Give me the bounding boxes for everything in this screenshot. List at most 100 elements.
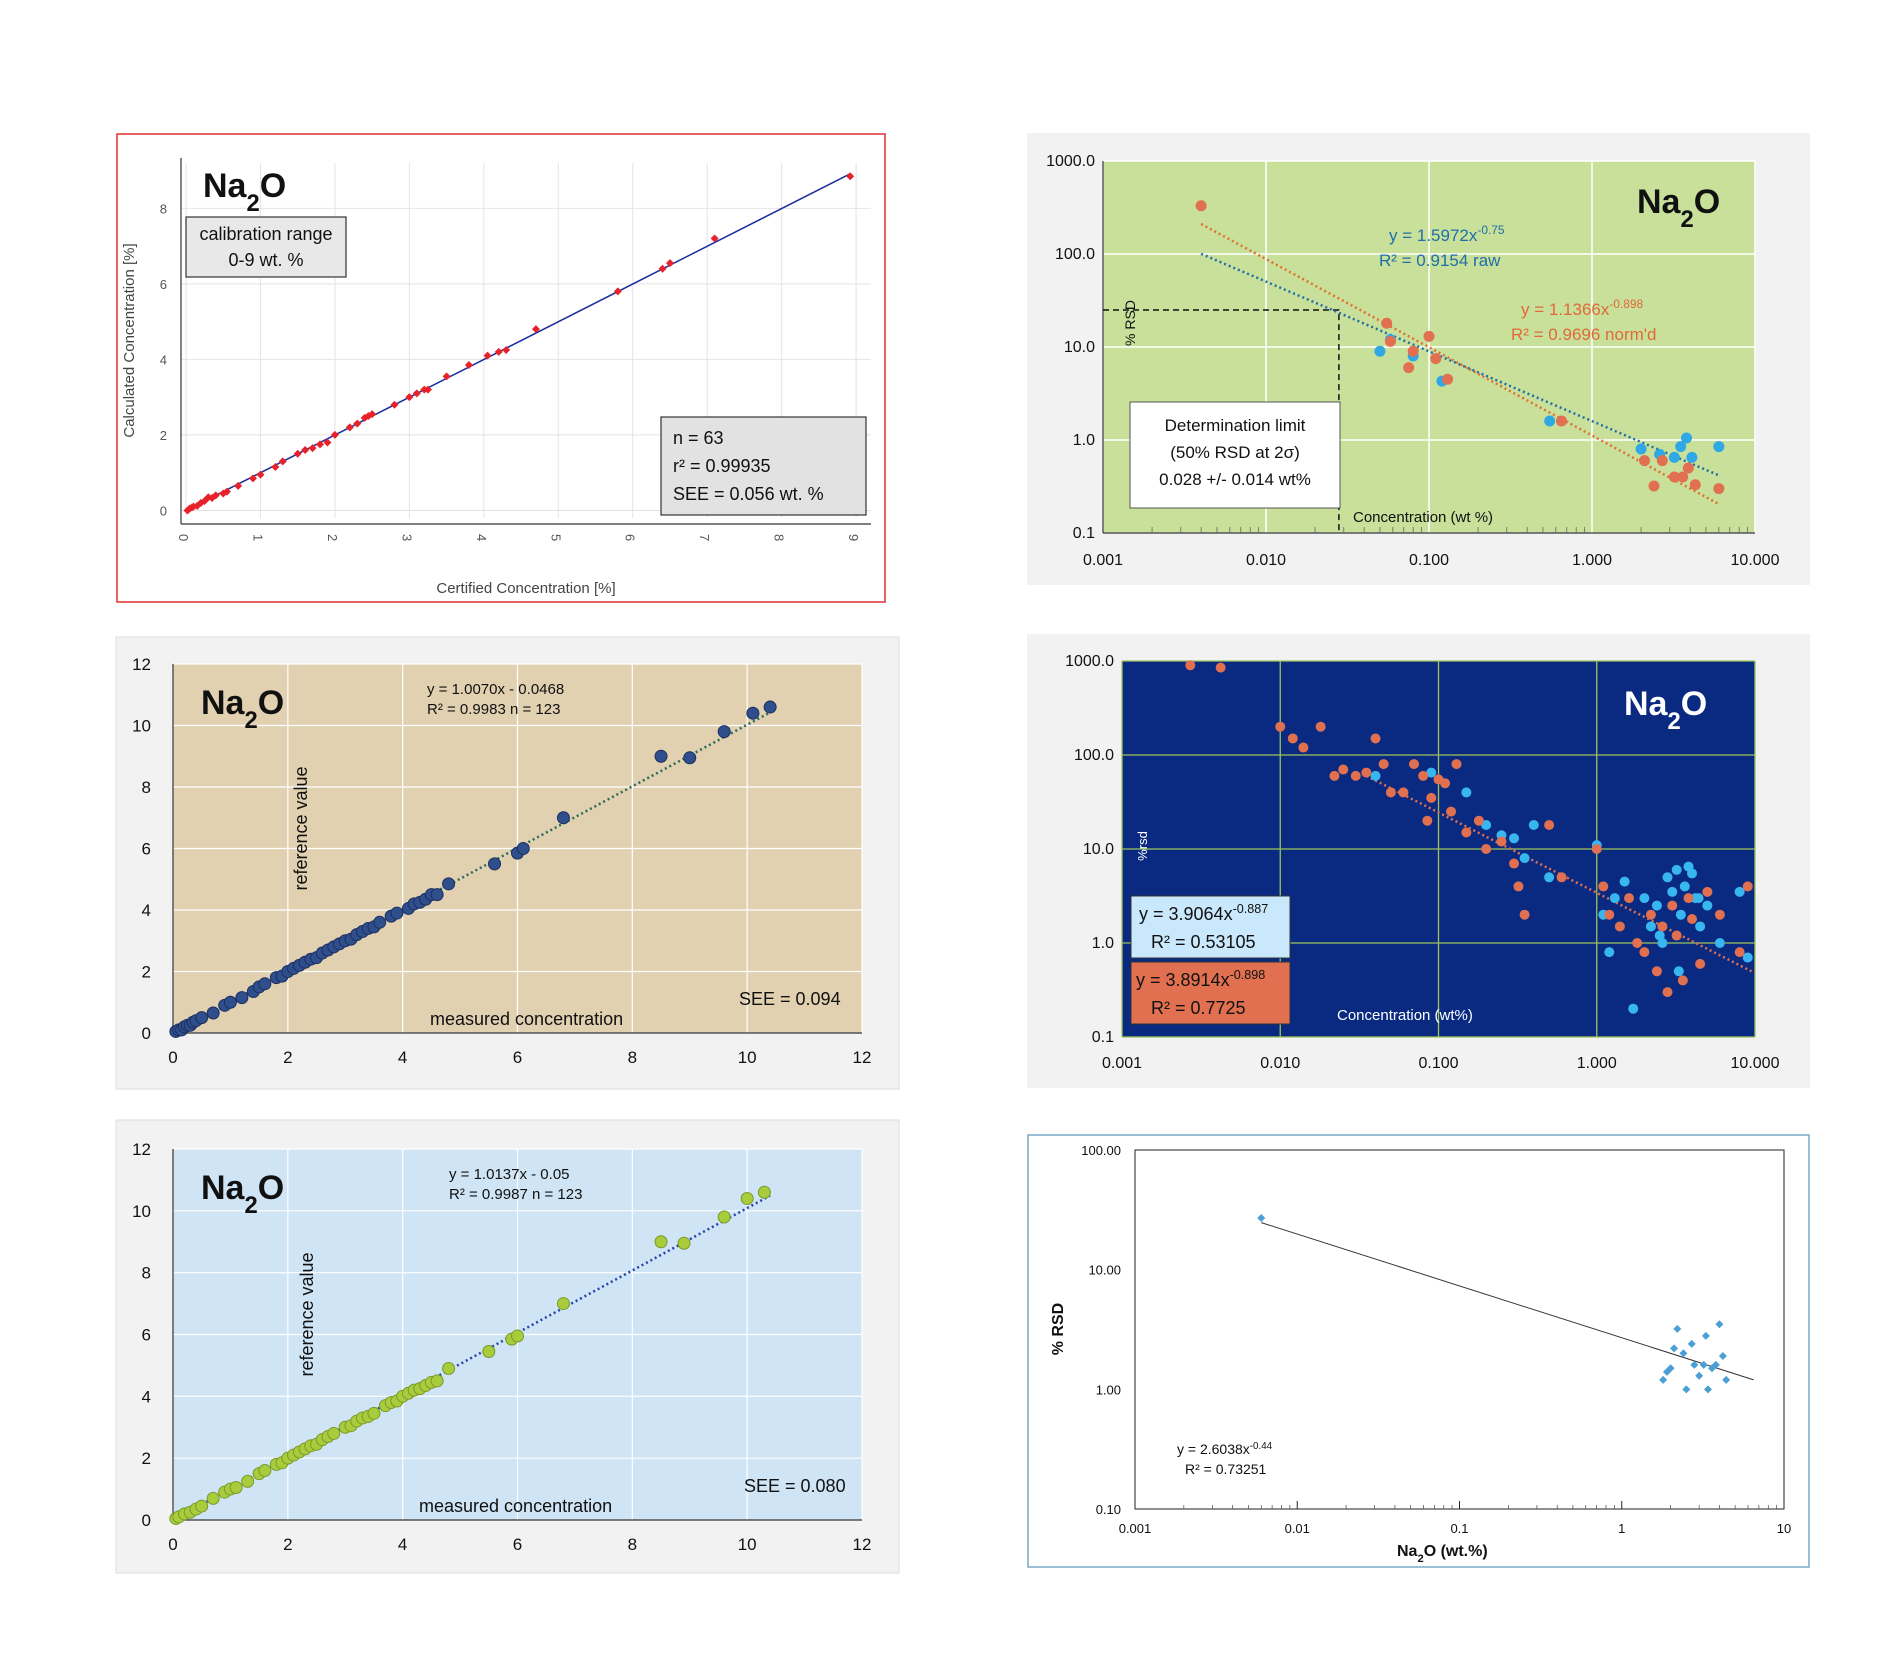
y-tick-label: 1000.0 — [1046, 153, 1095, 170]
y-tick-label: 0.1 — [1073, 525, 1095, 542]
data-point — [1667, 900, 1678, 911]
panel-calibration-3: 0 2 4 6 8 10 12 0 2 4 6 8 10 12 Na2O y = 1.0137x - 0.05… — [115, 1119, 900, 1574]
data-point — [390, 400, 399, 409]
x-tick-label: 0.010 — [1246, 552, 1286, 569]
data-point — [1298, 742, 1309, 753]
data-point — [1702, 900, 1713, 911]
data-point — [1496, 836, 1507, 847]
x-tick-label: 10.000 — [1731, 552, 1780, 569]
x-tick-label: 0 — [168, 1048, 177, 1067]
equation-orange: y = 3.8914x-0.898 — [1136, 968, 1265, 990]
data-point — [1639, 455, 1651, 467]
x-tick-label: 4 — [398, 1048, 407, 1067]
data-point — [1713, 441, 1725, 453]
regression-stats: R² = 0.9983 n = 123 — [427, 701, 560, 718]
y-tick-label: 8 — [160, 201, 167, 216]
x-axis-label: Concentration (wt%) — [1337, 1007, 1473, 1024]
data-point — [1619, 876, 1630, 887]
x-tick-label: 1 — [1618, 1521, 1625, 1536]
data-point — [405, 393, 414, 402]
data-point — [412, 389, 421, 398]
data-point — [258, 977, 272, 991]
data-point — [1513, 881, 1524, 892]
x-axis-label: measured concentration — [430, 1009, 623, 1029]
chart-title: Na2O — [203, 167, 286, 217]
x-tick-label: 0.001 — [1102, 1055, 1142, 1072]
data-point — [1687, 1339, 1696, 1348]
data-point — [1675, 909, 1686, 920]
annotation-line: 0-9 wt. % — [228, 250, 303, 270]
data-point — [1742, 881, 1753, 892]
chart-p5: 0 2 4 6 8 10 12 0 2 4 6 8 10 12 Na2O y = 1.0137x - 0.05… — [115, 1119, 900, 1574]
data-point — [1645, 921, 1656, 932]
y-tick-label: 100.0 — [1074, 747, 1114, 764]
data-point — [846, 172, 855, 181]
r2-raw: R² = 0.9154 raw — [1379, 251, 1501, 270]
data-point — [219, 489, 228, 498]
data-point — [1381, 317, 1393, 329]
y-tick-label: 12 — [132, 655, 151, 674]
x-tick-label: 12 — [853, 1048, 872, 1067]
data-point — [654, 749, 668, 763]
trend-line-normd — [1200, 222, 1720, 506]
chart-title: Na2O — [201, 684, 284, 734]
data-point — [1695, 921, 1706, 932]
data-point — [763, 700, 777, 714]
data-point — [1742, 952, 1753, 963]
x-tick-label: 6 — [623, 534, 638, 541]
data-point — [293, 449, 302, 458]
data-point — [206, 1006, 220, 1020]
x-tick-label: 2 — [283, 1535, 292, 1554]
x-tick-label: 4 — [398, 1535, 407, 1554]
data-point — [1440, 778, 1451, 789]
x-axis-label: Concentration (wt %) — [1353, 509, 1493, 526]
data-point — [1635, 443, 1647, 455]
data-point — [1338, 764, 1349, 775]
data-point — [1718, 1351, 1727, 1360]
data-point — [1374, 345, 1386, 357]
x-axis-label: Na2O (wt.%) — [1397, 1543, 1488, 1565]
data-point — [757, 1185, 771, 1199]
data-point — [1673, 966, 1684, 977]
data-point — [511, 1329, 524, 1343]
data-point — [1519, 853, 1530, 864]
y-tick-label: 6 — [160, 277, 167, 292]
x-tick-label: 12 — [853, 1535, 872, 1554]
data-point — [345, 423, 354, 432]
data-point — [364, 412, 373, 421]
data-point — [1257, 1214, 1266, 1223]
y-tick-label: 10 — [132, 717, 151, 736]
data-point — [1673, 1324, 1682, 1333]
data-point — [222, 487, 231, 496]
data-point — [654, 1235, 668, 1249]
y-tick-label: 2 — [142, 1449, 151, 1468]
data-point — [1651, 966, 1662, 977]
y-tick-label: 0.10 — [1096, 1502, 1121, 1517]
data-point — [373, 915, 387, 929]
y-tick-label: 2 — [142, 963, 151, 982]
data-point — [1461, 827, 1472, 838]
data-point — [1632, 938, 1643, 948]
panel-calibration-2: 0 2 4 6 8 10 12 0 2 4 6 8 10 12 Na2O y = 1.0070x - 0.04… — [115, 636, 900, 1090]
data-point — [1418, 770, 1429, 781]
data-point — [1639, 893, 1650, 904]
regression-equation: y = 1.0137x - 0.05 — [449, 1166, 570, 1183]
x-tick-label: 2 — [325, 534, 340, 541]
x-tick-label: 0.001 — [1119, 1521, 1152, 1536]
data-point — [1544, 415, 1556, 427]
panel-rsd-3: 0.001 0.01 0.1 1 10 0.10 1.00 10.00 100.00 y = 2.… — [1027, 1134, 1810, 1568]
data-point — [1651, 900, 1662, 911]
x-tick-label: 6 — [513, 1535, 522, 1554]
y-tick-label: 12 — [132, 1140, 151, 1159]
data-point — [301, 446, 310, 455]
y-tick-label: 10.0 — [1083, 841, 1114, 858]
data-point — [717, 1210, 731, 1224]
x-tick-label: 10 — [1777, 1521, 1791, 1536]
x-tick-label: 9 — [846, 534, 861, 541]
data-point — [658, 264, 667, 273]
data-point — [234, 481, 243, 490]
data-point — [1604, 909, 1615, 920]
data-point — [1528, 820, 1539, 831]
data-point — [1473, 815, 1484, 826]
data-point — [677, 1236, 691, 1250]
